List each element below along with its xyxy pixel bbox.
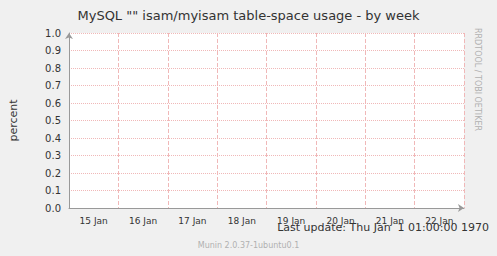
svg-text:18 Jan: 18 Jan: [228, 216, 256, 226]
svg-text:0.6: 0.6: [45, 98, 61, 109]
svg-text:0.5: 0.5: [45, 115, 61, 126]
svg-text:21 Jan: 21 Jan: [376, 216, 404, 226]
svg-text:0.9: 0.9: [45, 45, 61, 56]
svg-text:1.0: 1.0: [45, 28, 61, 39]
svg-text:20 Jan: 20 Jan: [326, 216, 354, 226]
svg-text:15 Jan: 15 Jan: [80, 216, 108, 226]
svg-text:Munin 2.0.37-1ubuntu0.1: Munin 2.0.37-1ubuntu0.1: [198, 241, 300, 250]
svg-text:17 Jan: 17 Jan: [178, 216, 206, 226]
svg-text:22 Jan: 22 Jan: [425, 216, 453, 226]
svg-text:0.0: 0.0: [45, 203, 61, 214]
svg-text:0.4: 0.4: [45, 133, 61, 144]
svg-text:16 Jan: 16 Jan: [129, 216, 157, 226]
svg-text:Last update: Thu Jan 1 01:00:0: Last update: Thu Jan 1 01:00:00 1970: [277, 221, 489, 234]
svg-text:19 Jan: 19 Jan: [277, 216, 305, 226]
svg-text:0.1: 0.1: [45, 185, 61, 196]
svg-text:0.7: 0.7: [45, 80, 61, 91]
svg-text:RRDTOOL / TOBI OETIKER: RRDTOOL / TOBI OETIKER: [473, 28, 482, 131]
svg-text:0.8: 0.8: [45, 63, 61, 74]
svg-text:0.3: 0.3: [45, 150, 61, 161]
svg-text:MySQL "" isam/myisam table-spa: MySQL "" isam/myisam table-space usage -…: [77, 8, 420, 23]
svg-text:percent: percent: [7, 99, 20, 142]
svg-text:0.2: 0.2: [45, 168, 61, 179]
